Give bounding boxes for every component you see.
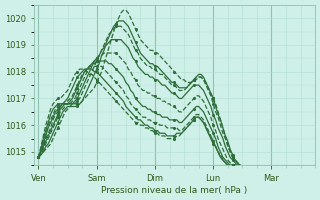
X-axis label: Pression niveau de la mer( hPa ): Pression niveau de la mer( hPa )	[101, 186, 247, 195]
